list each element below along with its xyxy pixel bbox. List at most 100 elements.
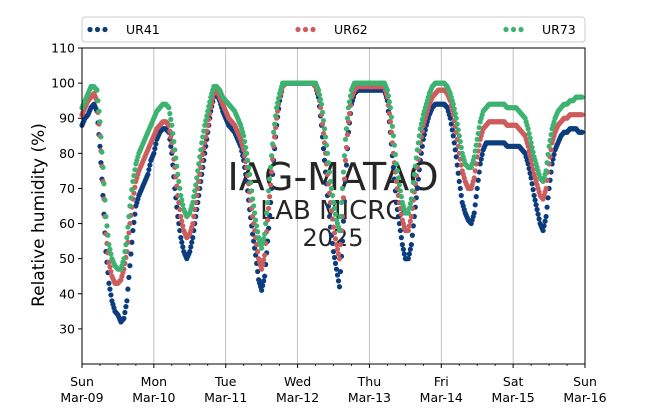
data-point <box>398 235 404 241</box>
data-point <box>105 232 111 238</box>
data-point <box>387 119 393 125</box>
x-tick-date: Mar-14 <box>420 390 463 405</box>
data-point <box>541 223 547 229</box>
data-point <box>398 194 404 200</box>
data-point <box>336 227 343 234</box>
x-tick-date: Mar-11 <box>204 390 247 405</box>
data-point <box>454 121 460 127</box>
data-point <box>315 87 322 93</box>
data-point <box>457 185 463 192</box>
data-point <box>127 203 133 209</box>
data-point <box>525 143 531 149</box>
data-point <box>96 108 102 114</box>
data-point <box>397 188 403 194</box>
data-point <box>543 168 549 174</box>
data-point <box>336 284 343 290</box>
data-point <box>542 218 548 224</box>
data-point <box>270 141 276 147</box>
data-point <box>122 249 128 255</box>
data-point <box>276 95 282 101</box>
data-point <box>343 144 350 151</box>
data-point <box>536 216 542 222</box>
data-point <box>172 147 178 153</box>
data-point <box>532 197 538 203</box>
data-point <box>345 105 352 111</box>
data-point <box>347 93 354 99</box>
data-point <box>317 96 324 103</box>
data-point <box>400 246 406 252</box>
data-point <box>167 110 173 117</box>
data-point <box>198 147 204 153</box>
watermark-text: IAG-MATAO <box>227 155 438 199</box>
data-point <box>476 124 482 131</box>
x-axis: SunMar-09MonMar-10TueMar-11WedMar-12ThuM… <box>60 364 607 405</box>
data-point <box>336 256 343 262</box>
data-point <box>260 261 266 268</box>
data-point <box>321 126 328 132</box>
data-point <box>128 195 134 201</box>
data-point <box>475 177 481 183</box>
data-point <box>479 151 485 158</box>
data-point <box>124 298 130 304</box>
data-point <box>170 130 176 137</box>
data-point <box>191 213 197 220</box>
data-point <box>152 146 158 152</box>
data-point <box>125 224 131 230</box>
y-tick-label: 90 <box>59 111 75 126</box>
data-point <box>384 87 390 93</box>
data-point <box>341 176 348 182</box>
data-point <box>330 249 337 255</box>
data-point <box>408 213 414 220</box>
data-point <box>544 160 550 166</box>
data-point <box>106 242 112 248</box>
data-point <box>190 235 196 241</box>
data-point <box>272 121 278 127</box>
data-point <box>174 163 180 169</box>
data-point <box>332 260 339 266</box>
data-point <box>530 167 536 173</box>
data-point <box>269 153 275 159</box>
data-point <box>195 168 201 174</box>
data-point <box>340 195 347 201</box>
data-point <box>473 142 479 148</box>
data-points <box>79 80 585 325</box>
data-point <box>189 239 195 245</box>
data-point <box>407 246 413 252</box>
data-point <box>393 161 399 167</box>
data-point <box>396 220 402 227</box>
data-point <box>272 134 278 140</box>
data-point <box>414 185 420 192</box>
data-point <box>458 162 464 168</box>
data-point <box>414 147 420 153</box>
data-point <box>190 199 196 206</box>
y-axis: 30 40 50 60 70 80 90 100 110 <box>51 41 82 336</box>
data-point <box>178 213 184 220</box>
data-point <box>329 240 336 247</box>
data-point <box>344 132 351 138</box>
data-point <box>335 278 342 284</box>
data-point <box>387 105 393 111</box>
data-point <box>179 197 185 203</box>
data-point <box>545 195 551 201</box>
data-point <box>547 137 553 144</box>
data-point <box>450 133 456 139</box>
data-point <box>394 168 400 174</box>
data-point <box>244 150 250 156</box>
data-point <box>407 218 413 224</box>
data-point <box>346 99 353 105</box>
data-point <box>534 206 540 213</box>
data-point <box>168 116 174 122</box>
data-point <box>122 309 128 316</box>
data-point <box>102 197 108 203</box>
data-point <box>471 210 477 216</box>
data-point <box>319 109 326 115</box>
data-point <box>478 156 484 162</box>
data-point <box>452 147 458 153</box>
data-point <box>265 199 271 206</box>
data-point <box>106 259 112 265</box>
data-point <box>197 154 203 160</box>
data-point <box>449 127 455 133</box>
data-point <box>131 172 137 179</box>
data-point <box>275 100 281 106</box>
data-point <box>405 227 411 234</box>
